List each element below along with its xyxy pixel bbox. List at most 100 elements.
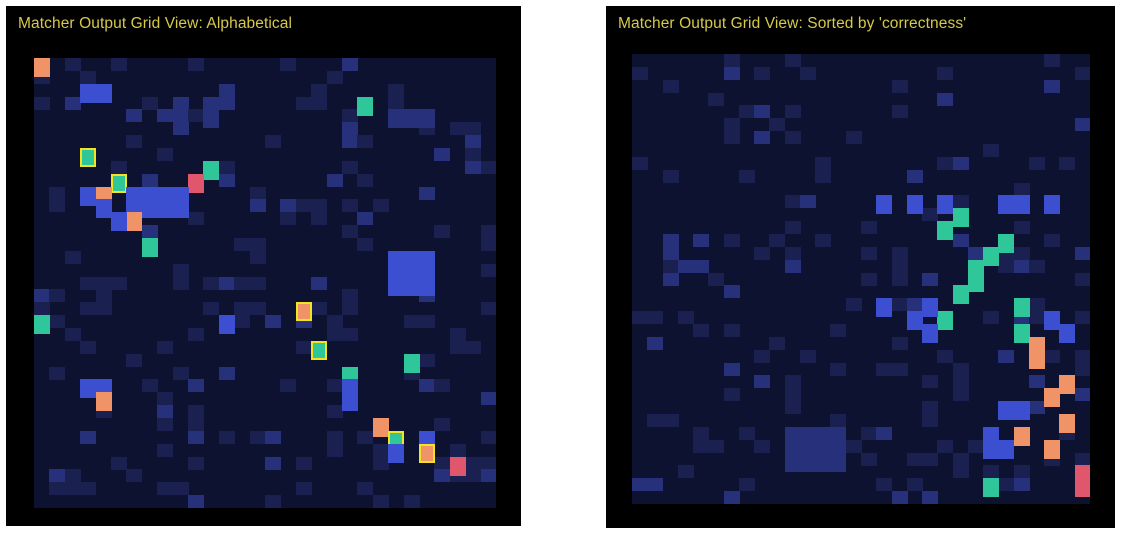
grid-cell <box>769 118 786 132</box>
grid-cell <box>203 160 220 180</box>
grid-cell <box>1044 195 1061 215</box>
grid-cell <box>34 289 50 303</box>
grid-cell <box>647 414 664 427</box>
grid-cell <box>295 340 312 354</box>
grid-cell <box>998 478 1015 492</box>
grid-cell <box>830 414 847 427</box>
grid-cell <box>983 439 1000 459</box>
grid-cell <box>111 160 127 174</box>
grid-cell <box>952 208 969 228</box>
grid-cell <box>480 238 496 251</box>
grid-cell <box>1059 324 1076 343</box>
grid-cell <box>188 456 204 470</box>
grid-cell <box>861 246 877 260</box>
grid-cell <box>861 452 877 466</box>
grid-cell <box>342 302 358 316</box>
grid-cell <box>754 246 771 260</box>
grid-cell <box>647 478 664 492</box>
grid-cell <box>799 195 816 209</box>
grid-cell <box>967 246 984 260</box>
grid-cell <box>280 199 297 213</box>
grid-cell <box>126 469 143 483</box>
grid-cell <box>249 186 266 200</box>
matcher-output-grid <box>632 54 1090 504</box>
grid-cell <box>157 405 174 419</box>
grid-cell <box>876 478 893 492</box>
grid-cell <box>799 66 816 80</box>
grid-cell <box>265 430 281 444</box>
grid-cell <box>357 96 374 116</box>
grid-cell <box>723 131 740 145</box>
grid-cell <box>172 199 189 219</box>
grid-cell <box>342 328 358 341</box>
grid-cell <box>784 54 801 67</box>
grid-cell <box>937 349 954 363</box>
grid-cell <box>1074 452 1090 466</box>
grid-cell <box>754 375 771 389</box>
grid-cell <box>64 328 81 341</box>
grid-cell <box>937 221 954 241</box>
grid-cell <box>218 276 235 290</box>
grid-cell <box>815 452 832 472</box>
grid-cell <box>157 418 174 431</box>
grid-cell <box>632 156 648 170</box>
grid-cell <box>784 131 801 145</box>
grid-cell <box>95 199 112 219</box>
grid-cell <box>218 315 235 335</box>
grid-cell <box>80 83 97 103</box>
grid-cell <box>188 405 204 419</box>
grid-cell <box>419 379 435 393</box>
grid-cell <box>830 362 847 376</box>
grid-cell <box>234 302 251 316</box>
grid-cell <box>480 469 496 483</box>
grid-cell <box>188 173 204 193</box>
grid-cell <box>922 401 939 415</box>
grid-cell <box>141 238 158 257</box>
grid-cell <box>891 105 908 119</box>
grid-cell <box>465 160 482 174</box>
grid-cell <box>922 491 939 504</box>
grid-cell <box>403 315 420 329</box>
grid-cell <box>141 199 158 219</box>
highlighted-match-cell <box>295 302 312 322</box>
grid-cell <box>662 414 679 427</box>
grid-cell <box>111 456 127 470</box>
grid-cell <box>311 302 328 316</box>
grid-cell <box>326 405 343 419</box>
grid-cell <box>218 83 235 97</box>
grid-cell <box>342 135 358 149</box>
grid-cell <box>922 324 939 343</box>
grid-cell <box>357 482 374 496</box>
grid-cell <box>203 276 220 290</box>
grid-cell <box>983 311 1000 325</box>
grid-cell <box>1028 311 1045 325</box>
grid-cell <box>937 195 954 215</box>
grid-cell <box>1044 349 1061 363</box>
grid-cell <box>891 79 908 93</box>
grid-cell <box>647 311 664 325</box>
grid-cell <box>480 392 496 406</box>
grid-cell <box>937 66 954 80</box>
grid-cell <box>708 272 725 286</box>
grid-cell <box>693 426 710 440</box>
grid-cell <box>172 122 189 136</box>
grid-cell <box>280 58 297 71</box>
grid-cell <box>357 238 374 251</box>
grid-cell <box>188 418 204 431</box>
grid-cell <box>141 379 158 393</box>
grid-cell <box>480 225 496 239</box>
grid-cell <box>64 58 81 71</box>
grid-cell <box>372 495 389 508</box>
grid-cell <box>172 96 189 110</box>
grid-cell <box>1013 401 1030 421</box>
grid-cell <box>188 58 204 71</box>
grid-cell <box>662 272 679 286</box>
grid-cell <box>172 109 189 123</box>
grid-cell <box>95 302 112 316</box>
grid-cell <box>326 430 343 444</box>
grid-cell <box>188 430 204 444</box>
grid-cell <box>326 173 343 187</box>
grid-cell <box>249 238 266 251</box>
grid-cell <box>677 465 694 479</box>
grid-cell <box>815 156 832 170</box>
